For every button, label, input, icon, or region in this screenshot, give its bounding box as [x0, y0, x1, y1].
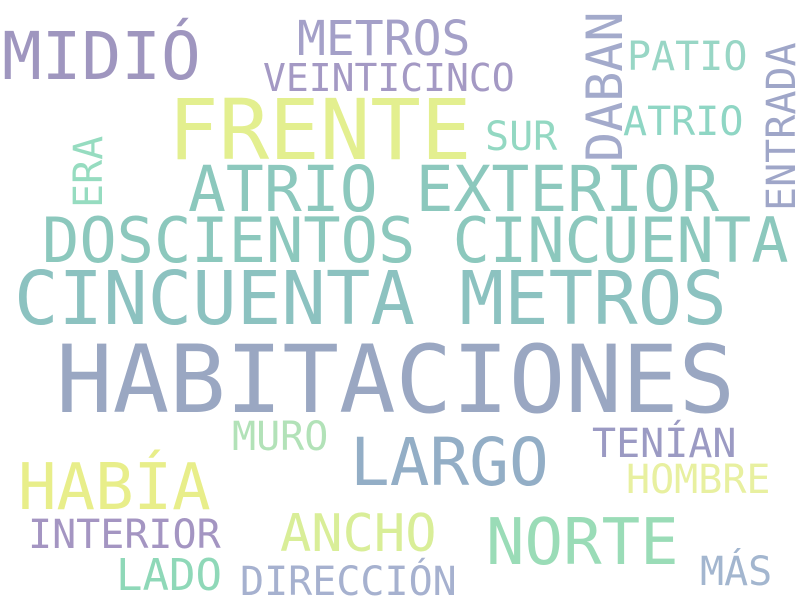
- word-muro: MURO: [232, 414, 329, 460]
- word-interior: INTERIOR: [28, 512, 221, 558]
- word-midio: MIDIÓ: [2, 18, 201, 95]
- word-cincuenta-metros: CINCUENTA METROS: [14, 256, 727, 342]
- word-atrio: ATRIO: [623, 99, 744, 145]
- word-frente: FRENTE: [168, 81, 472, 179]
- word-veinticinco: VEINTICINCO: [263, 56, 515, 100]
- word-direccion: DIRECCIÓN: [240, 559, 457, 600]
- word-ancho: ANCHO: [280, 504, 437, 564]
- word-habia: HABÍA: [18, 451, 211, 525]
- word-tenian: TENÍAN: [592, 421, 737, 467]
- word-largo: LARGO: [350, 424, 549, 501]
- word-metros: METROS: [297, 11, 471, 67]
- word-patio: PATIO: [627, 34, 748, 80]
- word-era: ERA: [66, 135, 112, 208]
- word-lado: LADO: [116, 550, 222, 600]
- word-habitaciones: HABITACIONES: [56, 326, 736, 435]
- word-hombre: HOMBRE: [626, 457, 771, 503]
- word-sur: SUR: [485, 114, 558, 160]
- word-entrada: ENTRADA: [759, 42, 800, 211]
- word-doscientos-cincuenta: DOSCIENTOS CINCUENTA: [42, 204, 789, 277]
- word-norte: NORTE: [486, 506, 679, 580]
- word-atrio-exterior: ATRIO EXTERIOR: [188, 153, 720, 226]
- word-mas: MÁS: [700, 549, 773, 595]
